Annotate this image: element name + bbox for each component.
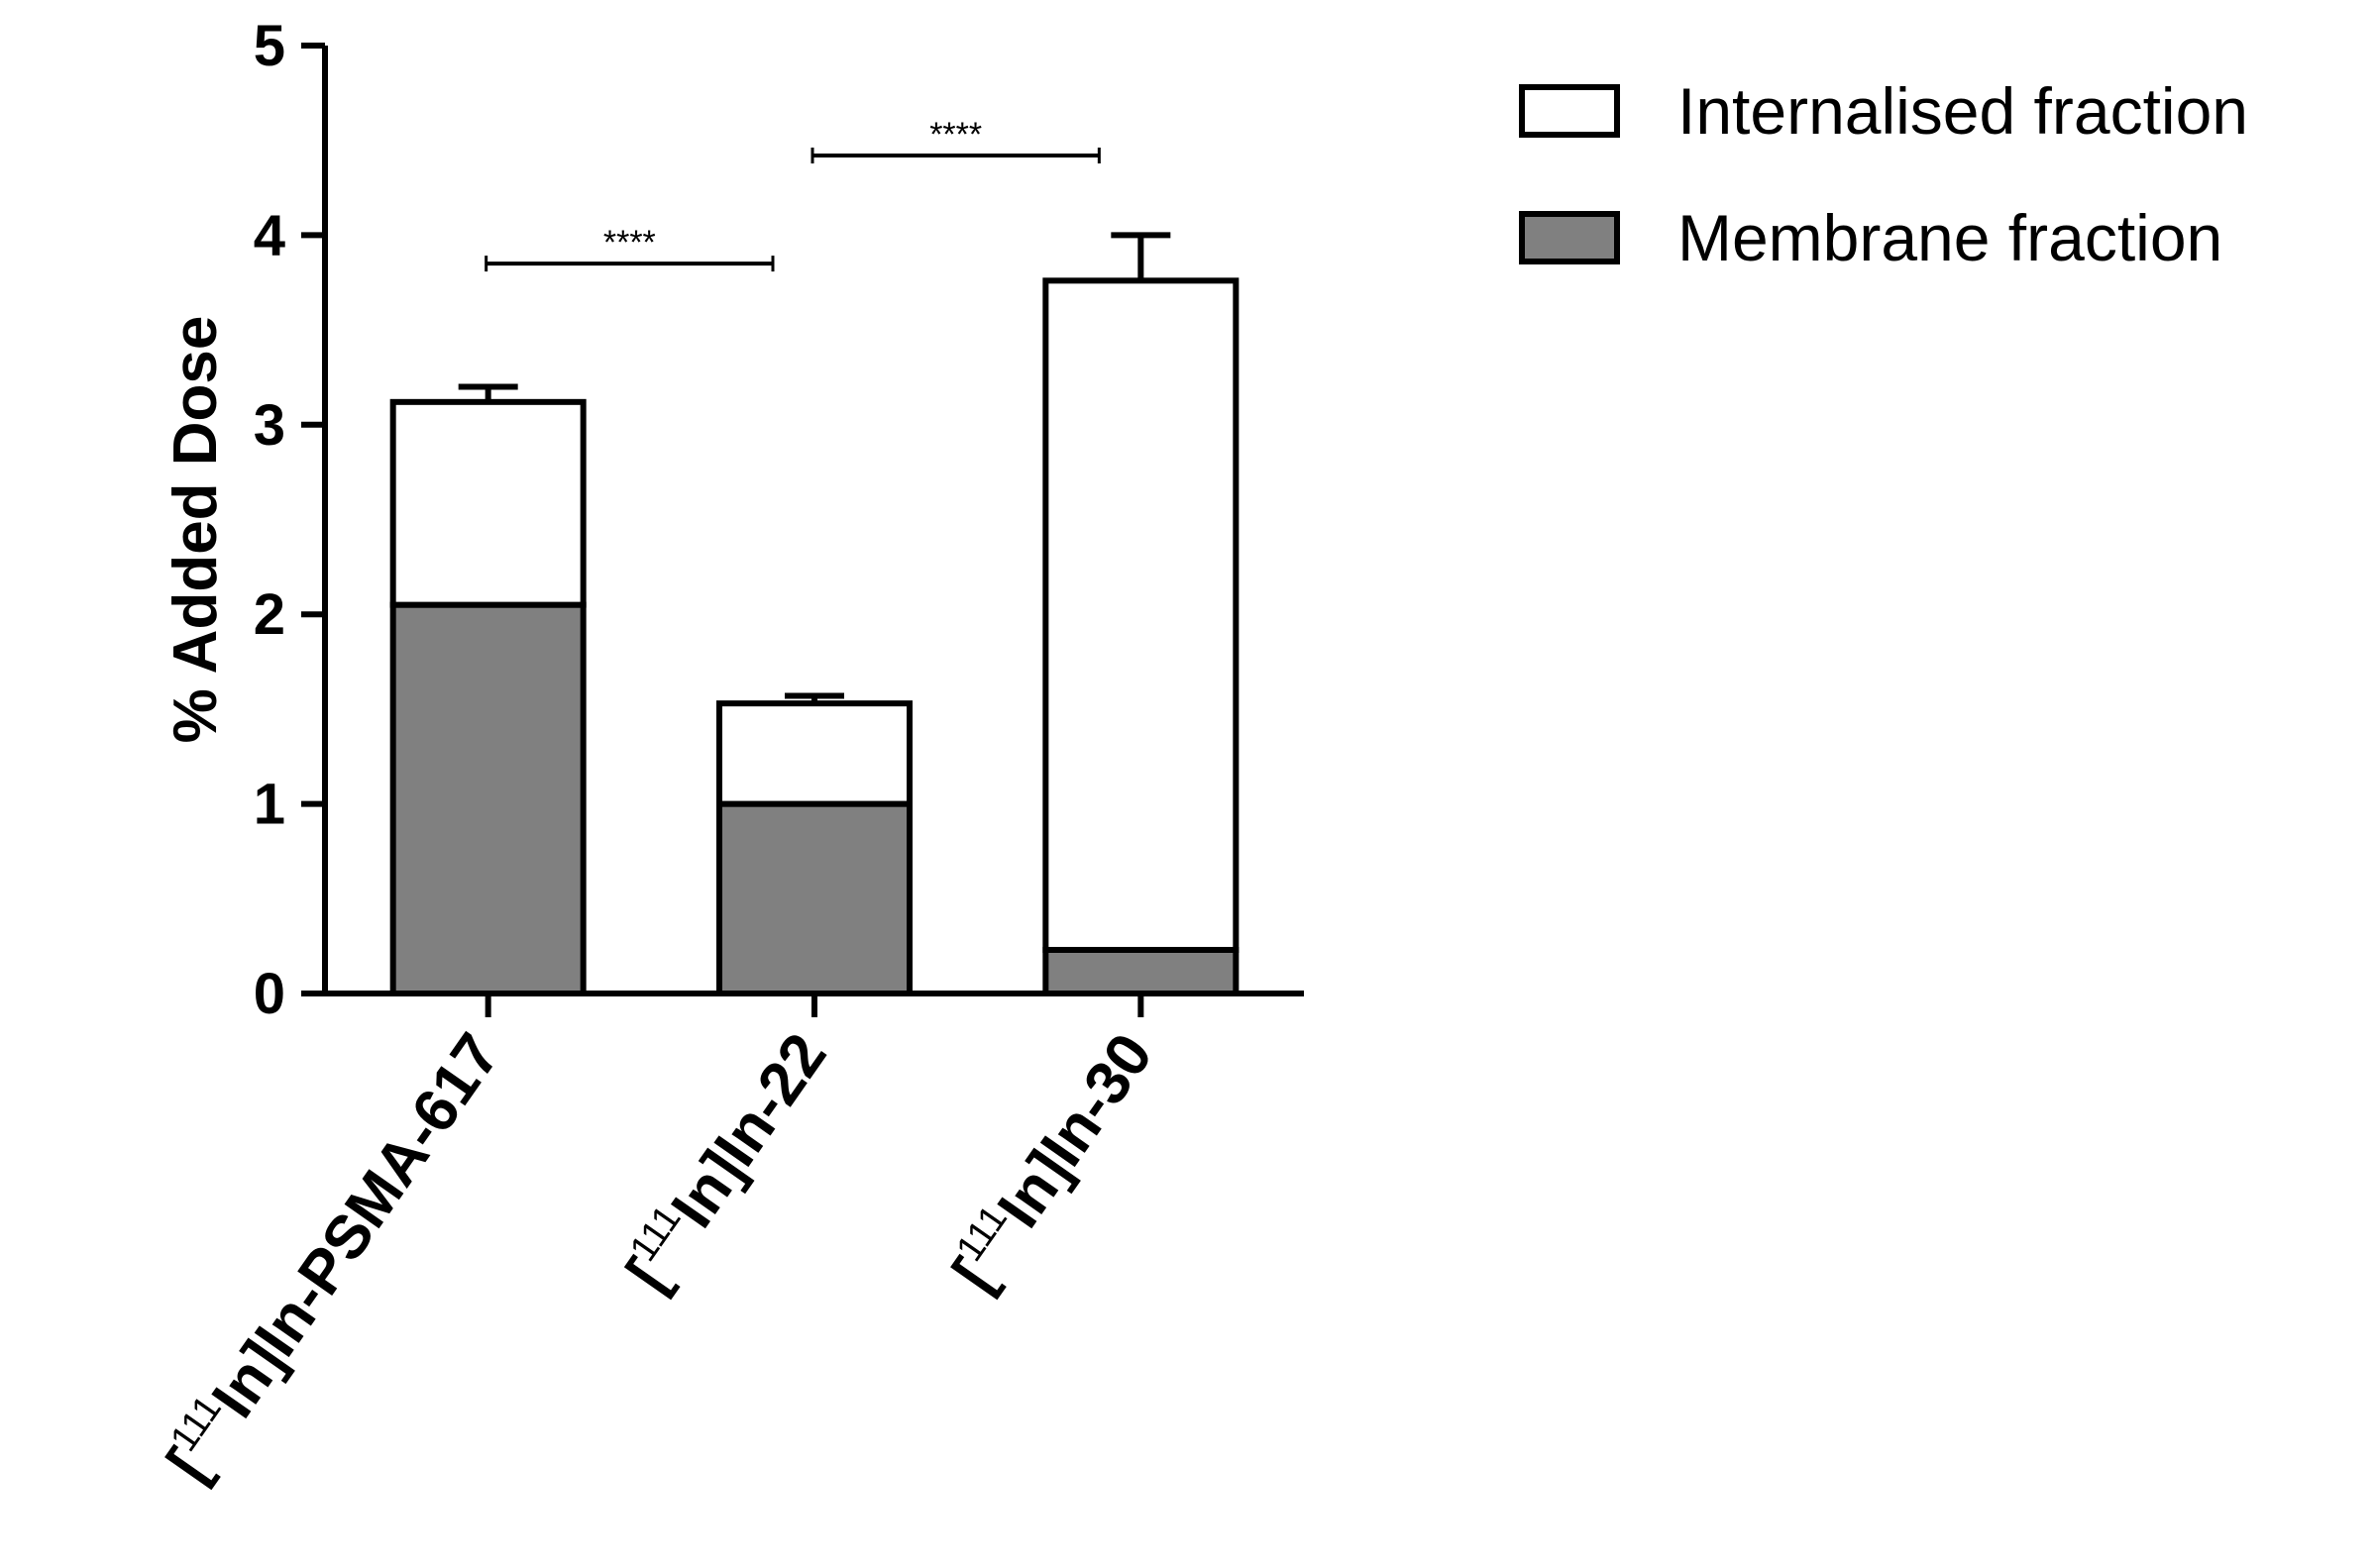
bar-membrane-fraction <box>716 800 913 996</box>
x-tick-label-name: In]In-22 <box>658 1021 839 1239</box>
bar-internalised-fraction <box>1042 277 1240 953</box>
legend-label-membrane: Membrane fraction <box>1677 201 2222 274</box>
bar-membrane-fraction <box>389 601 587 996</box>
bar-internalised-fraction <box>716 700 913 807</box>
x-tick-label-name: In]In-PSMA-617 <box>199 1021 513 1429</box>
significance-annotations: **** **** <box>485 116 1101 272</box>
y-tick-label: 2 <box>254 582 285 647</box>
y-tick-label: 1 <box>254 773 285 837</box>
y-tick-label: 3 <box>254 393 285 458</box>
y-axis-title: % Added Dose <box>162 316 230 744</box>
y-tick-label: 4 <box>254 203 285 267</box>
x-tick-label: [111In]In-22 <box>610 1019 839 1304</box>
x-tick-label: [111In]In-30 <box>937 1019 1166 1304</box>
significance-label: **** <box>603 224 656 261</box>
legend-label-internalised: Internalised fraction <box>1677 74 2248 148</box>
bar-internalised-fraction <box>389 398 587 608</box>
y-tick-label: 5 <box>254 14 285 78</box>
y-tick-label: 0 <box>254 962 285 1026</box>
bars <box>389 232 1240 997</box>
x-tick-label: [111In]In-PSMA-617 <box>152 1019 514 1494</box>
significance-label: **** <box>929 116 982 154</box>
bar-membrane-fraction <box>1042 946 1240 997</box>
legend-swatch-membrane <box>1519 211 1620 264</box>
legend: Internalised fraction Membrane fraction <box>1519 74 2248 274</box>
legend-swatch-internalised <box>1519 84 1620 138</box>
x-tick-label-name: In]In-30 <box>985 1021 1166 1239</box>
